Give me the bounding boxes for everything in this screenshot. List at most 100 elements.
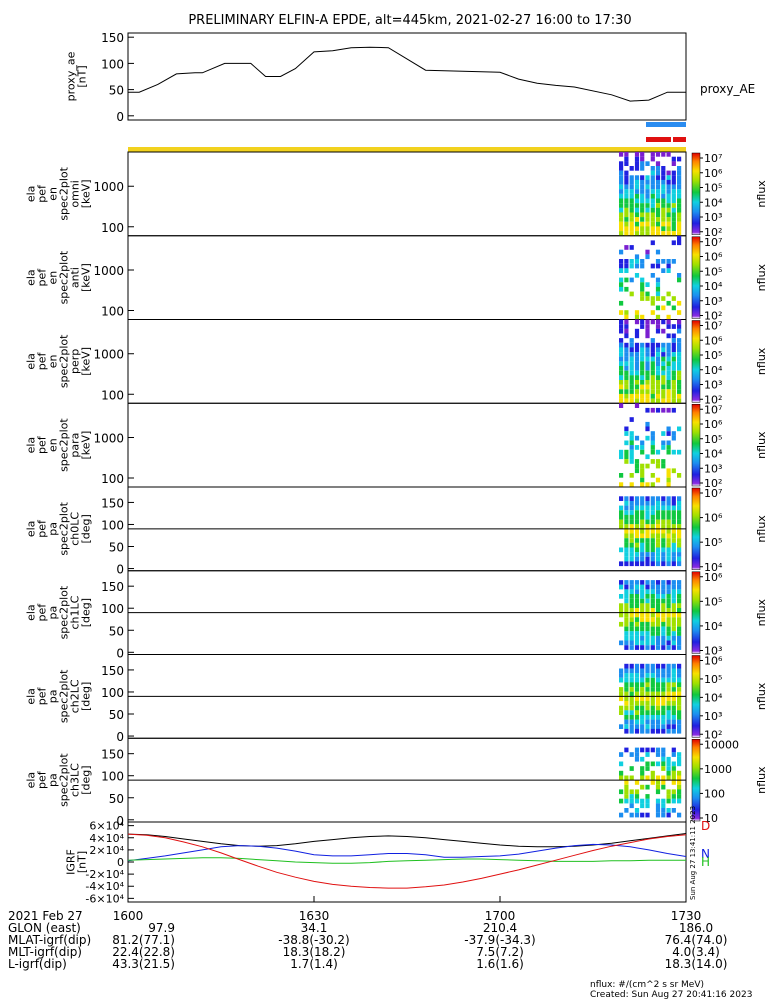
ela_pef_pa_spec2plot_ch0LC-cell — [655, 514, 661, 520]
proxy-ae-ylabel-line: [nT] — [76, 65, 89, 87]
ela_pef_en_spec2plot_perp-colorbar-label: 10⁵ — [704, 349, 722, 362]
ela_pef_pa_spec2plot_ch2LC-cell — [634, 687, 640, 692]
ela_pef_en_spec2plot_anti-cell — [624, 259, 629, 264]
ela_pef_pa_spec2plot_ch1LC-colorbar-label: 10⁵ — [704, 595, 722, 608]
ela_pef_pa_spec2plot_ch2LC-cell — [677, 691, 682, 697]
ela_pef_en_spec2plot_perp-cell — [655, 352, 661, 357]
ela_pef_pa_spec2plot_ch0LC-cell — [634, 561, 640, 567]
orbit-row-value: 210.4 — [483, 921, 517, 935]
ela_pef_pa_spec2plot_ch1LC-cell — [624, 621, 629, 627]
ela_pef_en_spec2plot_omni-cell — [671, 217, 676, 222]
ela_pef_en_spec2plot_omni-cell — [640, 217, 645, 222]
ela_pef_en_spec2plot_omni-cell — [655, 212, 661, 218]
ela_pef_en_spec2plot_omni-cell — [645, 193, 650, 199]
ela_pef_pa_spec2plot_ch0LC-cell — [655, 519, 661, 525]
ela_pef_pa_spec2plot_ch3LC-cell — [671, 770, 676, 776]
ela_pef_en_spec2plot_perp-cell — [645, 380, 650, 385]
ela_pef_en_spec2plot_para-cell — [666, 407, 671, 413]
ela_pef_pa_spec2plot_ch3LC-colorbar-label: 10 — [704, 812, 718, 825]
ela_pef_pa_spec2plot_ch1LC-cell — [619, 594, 624, 599]
ela_pef_pa_spec2plot_ch0LC-cell — [640, 501, 645, 506]
ela_pef_en_spec2plot_anti-ylabel-line: en — [47, 271, 60, 285]
ela_pef_en_spec2plot_para-cell — [634, 459, 640, 464]
ela_pef_pa_spec2plot_ch3LC-colorbar-label: 100 — [704, 787, 725, 800]
ela_pef_pa_spec2plot_ch0LC-cell — [634, 514, 640, 520]
ela_pef_pa_spec2plot_ch3LC-cell — [640, 784, 645, 790]
ela_pef_pa_spec2plot_ch3LC-cell — [666, 770, 671, 776]
ela_pef_en_spec2plot_perp-cell — [634, 347, 640, 353]
ela_pef_pa_spec2plot_ch1LC-cell — [645, 635, 650, 641]
ela_pef_pa_spec2plot_ch0LC-cell — [634, 496, 640, 501]
igrf-ylabel-line: [nT] — [76, 851, 89, 873]
ela_pef_en_spec2plot_perp-cell — [634, 393, 640, 399]
ela_pef_pa_spec2plot_ch2LC-cell — [640, 691, 645, 697]
ela_pef_en_spec2plot_omni-cell — [624, 175, 629, 180]
ela_pef_en_spec2plot_omni-cell — [661, 221, 666, 227]
ela_pef_pa_spec2plot_ch3LC-cell — [634, 794, 640, 799]
ela_pef_pa_spec2plot_ch1LC-cell — [655, 621, 661, 627]
ela_pef_en_spec2plot_anti-colorbar-label: 10⁶ — [704, 251, 723, 264]
ela_pef_pa_spec2plot_ch0LC-cell — [655, 542, 661, 548]
ela_pef_pa_spec2plot_ch3LC-ylabel-line: ch3LC — [69, 763, 82, 797]
ela_pef_en_spec2plot_perp-cell — [677, 361, 682, 367]
ela_pef_en_spec2plot_para-cell — [640, 463, 645, 469]
ela_pef_en_spec2plot_omni-cell — [650, 207, 655, 213]
ela_pef_pa_spec2plot_ch1LC-ylabel-line: ela — [25, 604, 38, 621]
ela_pef_en_spec2plot_para-ytick-label: 1000 — [93, 431, 124, 445]
ela_pef_pa_spec2plot_ch0LC-cell — [629, 538, 634, 543]
ela_pef_en_spec2plot_para-cell — [666, 473, 671, 478]
ela_pef_pa_spec2plot_ch2LC-cell — [629, 728, 634, 734]
ela_pef_en_spec2plot_omni-cell — [677, 189, 682, 194]
ela_pef_en_spec2plot_omni-cell — [619, 193, 624, 199]
ela_pef_pa_spec2plot_ch2LC-cell — [650, 724, 655, 729]
ela_pef_pa_spec2plot_ch2LC-cell — [661, 719, 666, 725]
ela_pef_pa_spec2plot_ch0LC-cell — [655, 561, 661, 567]
ela_pef_pa_spec2plot_ch1LC-cell — [677, 617, 682, 622]
ela_pef_en_spec2plot_omni-ylabel-line: ela — [25, 186, 38, 203]
ela_pef_pa_spec2plot_ch3LC-cell — [666, 808, 671, 813]
ela_pef_en_spec2plot_omni-cell — [661, 212, 666, 218]
ela_pef_en_spec2plot_omni-frame — [127, 151, 687, 237]
ela_pef_pa_spec2plot_ch1LC-cell — [634, 584, 640, 590]
ela_pef_en_spec2plot_perp-cell — [677, 380, 682, 385]
ela_pef_en_spec2plot_anti-cell — [671, 296, 676, 301]
ela_pef_en_spec2plot_omni-cell — [640, 179, 645, 185]
ela_pef_pa_spec2plot_ch2LC-cell — [624, 719, 629, 725]
ela_pef_pa_spec2plot_ch0LC-cell — [671, 552, 676, 557]
ela_pef_en_spec2plot_omni-cell — [661, 226, 666, 232]
ela_pef_pa_spec2plot_ch2LC-cell — [655, 705, 661, 711]
ela_pef_en_spec2plot_omni-cell — [677, 221, 682, 227]
ela_pef_en_spec2plot_perp-cell — [634, 333, 640, 339]
ela_pef_pa_spec2plot_ch2LC-cell — [650, 719, 655, 725]
ela_pef_pa_spec2plot_ch0LC-cell — [661, 561, 666, 567]
ela_pef_pa_spec2plot_ch0LC-cell — [661, 542, 666, 548]
ela_pef_en_spec2plot_anti-ylabel-line: spec2plot — [58, 250, 71, 304]
ela_pef_pa_spec2plot_ch1LC-cell — [666, 584, 671, 590]
ela_pef_pa_spec2plot_ch3LC-cell — [624, 798, 629, 804]
ela_pef_pa_spec2plot_ch3LC-cell — [671, 761, 676, 767]
ela_pef_en_spec2plot_perp-cell — [650, 319, 655, 325]
ela_pef_pa_spec2plot_ch3LC-cell — [671, 789, 676, 795]
ela_pef_en_spec2plot_perp-cell — [650, 370, 655, 376]
proxy-ae-ytick-label: 150 — [101, 31, 124, 45]
ela_pef_pa_spec2plot_ch0LC-colorbar — [691, 487, 701, 570]
igrf-ytick-label: 6×10⁴ — [89, 820, 124, 833]
ela_pef_pa_spec2plot_ch3LC-cell — [640, 775, 645, 781]
ela_pef_en_spec2plot_perp-cell — [645, 389, 650, 394]
ela_pef_en_spec2plot_perp-cell — [650, 384, 655, 390]
ela_pef_pa_spec2plot_ch2LC-cell — [640, 701, 645, 706]
ela_pef_en_spec2plot_omni-cell — [624, 193, 629, 199]
ela_pef_pa_spec2plot_ch0LC-cell — [661, 547, 666, 553]
ela_pef_pa_spec2plot_ch1LC-cell — [661, 621, 666, 627]
ela_pef_en_spec2plot_perp-cell — [666, 361, 671, 367]
ela_pef_en_spec2plot_omni-cell — [677, 207, 682, 213]
ela_pef_pa_spec2plot_ch0LC-cell — [640, 505, 645, 511]
orbit-row-value: 18.3(18.2) — [283, 945, 346, 959]
ela_pef_pa_spec2plot_ch0LC-cell — [655, 533, 661, 539]
ela_pef_pa_spec2plot_ch0LC-cell — [624, 542, 629, 548]
ela_pef_en_spec2plot_omni-cell — [661, 170, 666, 176]
ela_pef_en_spec2plot_omni-cell — [640, 207, 645, 213]
ela_pef_en_spec2plot_omni-cell — [624, 217, 629, 222]
orbit-row-label: MLAT-igrf(dip) — [8, 933, 91, 947]
ela_pef_pa_spec2plot_ch1LC-cell — [655, 603, 661, 608]
